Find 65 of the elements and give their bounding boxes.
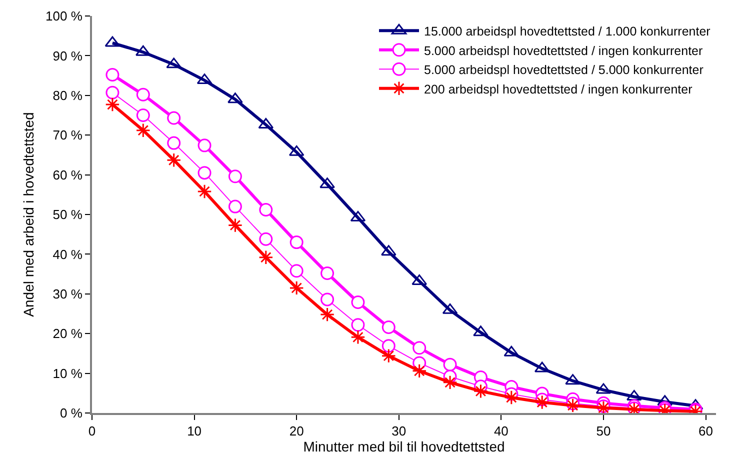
y-tick-label: 0 % — [60, 406, 83, 421]
point — [442, 375, 458, 390]
point — [105, 97, 120, 112]
y-tick-label: 30 % — [52, 286, 83, 302]
x-tick-label: 50 — [596, 424, 611, 439]
y-tick-label: 40 % — [52, 246, 83, 262]
point — [136, 108, 150, 122]
y-tick-label: 20 % — [52, 326, 83, 342]
point — [534, 394, 550, 410]
point — [351, 295, 365, 309]
point — [565, 374, 580, 385]
point — [106, 86, 120, 100]
x-tick-label: 60 — [698, 424, 714, 439]
point — [259, 202, 273, 216]
point — [198, 138, 212, 152]
y-tick-label: 10 % — [52, 366, 83, 381]
point — [167, 111, 181, 125]
point — [473, 384, 488, 399]
x-axis-title: Minutter med bil til hovedtettsted — [303, 438, 505, 455]
y-tick-label: 100 % — [46, 8, 83, 24]
point — [320, 178, 335, 188]
y-tick-label: 60 % — [52, 167, 83, 182]
point — [320, 292, 334, 306]
y-tick-label: 90 % — [52, 48, 83, 64]
point — [258, 250, 274, 265]
point — [166, 152, 182, 168]
legend-label: 5.000 arbeidspl hovedtettsted / ingen konkurrenter — [424, 44, 703, 58]
legend-label: 5.000 arbeidspl hovedtettsted / 5.000 konkurrenter — [424, 63, 704, 77]
point — [197, 184, 212, 199]
point — [228, 200, 242, 214]
point — [228, 218, 243, 233]
point — [412, 341, 426, 355]
point — [290, 264, 304, 278]
point — [320, 266, 334, 280]
x-tick-label: 20 — [289, 424, 304, 439]
point — [382, 320, 396, 334]
point — [350, 330, 366, 345]
point — [228, 92, 243, 104]
y-tick-label: 80 % — [52, 88, 83, 103]
point — [351, 318, 365, 332]
x-tick-label: 0 — [88, 424, 96, 439]
y-axis-title: Andel med arbeid i hovedtettsted — [20, 112, 37, 317]
point — [320, 307, 335, 322]
point — [136, 88, 150, 102]
y-tick-label: 50 % — [52, 207, 83, 222]
point — [198, 166, 212, 180]
point — [381, 348, 396, 364]
point — [106, 68, 120, 82]
point — [289, 280, 304, 296]
point — [290, 236, 304, 250]
y-tick-label: 70 % — [52, 128, 83, 143]
x-tick-label: 10 — [187, 424, 202, 439]
x-tick-label: 30 — [392, 424, 406, 439]
legend-label: 15.000 arbeidspl hovedtettsted / 1.000 konkurrenter — [424, 24, 710, 38]
x-tick-label: 40 — [494, 424, 508, 439]
point — [259, 232, 273, 246]
point — [136, 122, 150, 138]
point — [228, 170, 242, 184]
point — [504, 390, 519, 405]
point — [412, 364, 427, 378]
point — [382, 339, 396, 353]
point — [443, 358, 457, 372]
point — [167, 136, 181, 150]
legend-label: 200 arbeidspl hovedtettsted / ingen konkurrenter — [424, 82, 692, 96]
point — [473, 326, 488, 336]
